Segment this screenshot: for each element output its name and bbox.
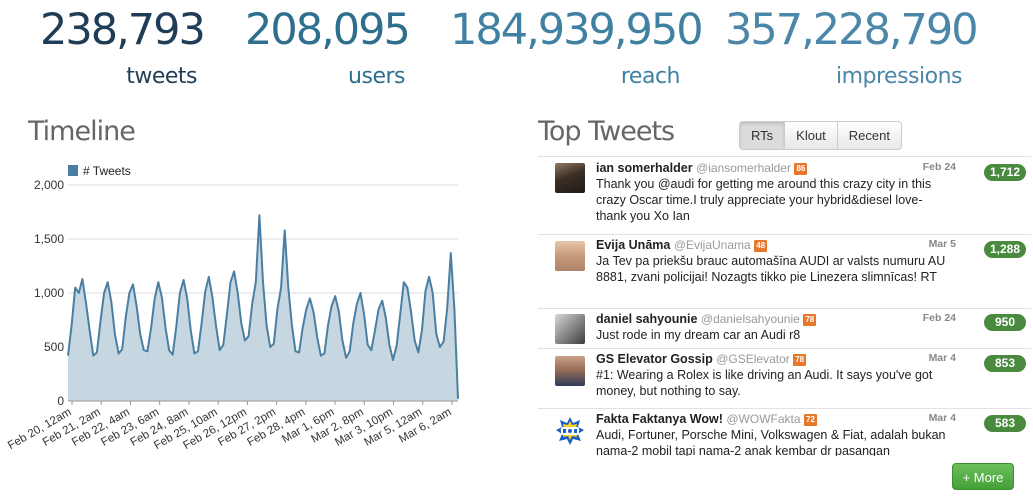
tweet-body: daniel sahyounie @danielsahyounie 78 Jus…	[596, 311, 956, 343]
tweet-item[interactable]: Fakta Faktanya Wow! @WOWFakta 72 Audi, F…	[538, 408, 1031, 456]
top-tweets-title: Top Tweets	[538, 116, 675, 147]
klout-score-badge: 48	[754, 240, 768, 252]
avatar[interactable]	[555, 241, 585, 271]
tweet-author-name[interactable]: Evija Unāma	[596, 238, 671, 252]
tweet-text: Just rode in my dream car an Audi r8	[596, 328, 801, 342]
wow-logo-svg	[556, 417, 584, 445]
tab-rts[interactable]: RTs	[740, 122, 785, 149]
stat-label: reach	[620, 64, 681, 89]
klout-score-badge: 72	[804, 414, 817, 426]
retweet-count-badge: 1,288	[983, 241, 1026, 258]
y-tick-label: 2,000	[34, 178, 64, 192]
tweet-date: Feb 24	[922, 312, 956, 324]
tweet-author-handle[interactable]: @EvijaUnama	[673, 238, 751, 252]
tweet-item[interactable]: GS Elevator Gossip @GSElevator 78 #1: We…	[538, 348, 1031, 408]
stat-reach: 184,939,950 reach	[450, 4, 704, 90]
series-area	[68, 215, 458, 401]
stat-value: 238,793	[40, 5, 206, 55]
retweet-count-badge: 950	[984, 314, 1026, 331]
klout-score-badge: 78	[803, 314, 817, 326]
tab-klout[interactable]: Klout	[784, 122, 837, 149]
tweet-body: GS Elevator Gossip @GSElevator 78 #1: We…	[596, 351, 956, 399]
y-tick-label: 1,500	[34, 232, 64, 246]
klout-score-badge: 78	[793, 354, 807, 366]
tweet-text: #1: Wearing a Rolex is like driving an A…	[596, 368, 933, 398]
tweet-item[interactable]: ian somerhalder @iansomerhalder 86 Thank…	[538, 156, 1031, 234]
klout-score-badge: 86	[794, 163, 808, 175]
legend-label: # Tweets	[83, 164, 131, 178]
tweet-list: ian somerhalder @iansomerhalder 86 Thank…	[538, 156, 1031, 456]
retweet-count-badge: 1,712	[983, 164, 1026, 181]
tweet-date: Mar 4	[928, 412, 956, 424]
avatar[interactable]	[555, 356, 585, 386]
stat-value: 184,939,950	[450, 5, 704, 55]
stat-users: 208,095 users	[245, 4, 411, 90]
tweet-author-name[interactable]: ian somerhalder	[596, 161, 693, 175]
tweet-author-name[interactable]: daniel sahyounie	[596, 312, 698, 326]
stat-tweets: 238,793 tweets	[40, 4, 206, 90]
y-tick-label: 0	[57, 394, 64, 408]
stat-value: 357,228,790	[725, 5, 979, 55]
y-tick-label: 500	[44, 340, 64, 354]
tweet-text: Thank you @audi for getting me around th…	[596, 177, 932, 223]
tweet-author-name[interactable]: Fakta Faktanya Wow!	[596, 412, 723, 426]
tweet-text: Ja Tev pa priekšu brauc automašīna AUDI …	[596, 254, 946, 284]
tweet-date: Mar 5	[928, 238, 956, 250]
legend-swatch	[68, 165, 78, 176]
tweet-body: Fakta Faktanya Wow! @WOWFakta 72 Audi, F…	[596, 411, 956, 456]
tweet-text: Audi, Fortuner, Porsche Mini, Volkswagen…	[596, 428, 946, 456]
y-tick-label: 1,000	[34, 286, 64, 300]
stat-label: users	[348, 64, 405, 89]
tweet-author-handle[interactable]: @iansomerhalder	[696, 161, 791, 175]
tweet-author-handle[interactable]: @GSElevator	[716, 352, 790, 366]
tweet-body: Evija Unāma @EvijaUnama 48 Ja Tev pa pri…	[596, 237, 956, 285]
stat-impressions: 357,228,790 impressions	[725, 4, 979, 90]
tweet-date: Feb 24	[922, 161, 956, 173]
timeline-chart: 2,000 1,500 1,000 500 0 # Tweets Feb 20, 12am F…	[0, 155, 470, 498]
retweet-count-badge: 853	[984, 355, 1026, 372]
stats-bar: 238,793 tweets 208,095 users 184,939,950…	[0, 0, 1033, 100]
tweet-item[interactable]: daniel sahyounie @danielsahyounie 78 Jus…	[538, 308, 1031, 348]
top-tweets-tabs: RTs Klout Recent	[739, 121, 902, 150]
avatar[interactable]	[555, 314, 585, 344]
stat-label: impressions	[835, 64, 963, 89]
tweet-author-name[interactable]: GS Elevator Gossip	[596, 352, 713, 366]
avatar[interactable]	[555, 163, 585, 193]
tweet-body: ian somerhalder @iansomerhalder 86 Thank…	[596, 160, 956, 224]
series-line	[67, 214, 459, 399]
wow-logo-icon[interactable]	[555, 416, 585, 446]
tweet-author-handle[interactable]: @WOWFakta	[726, 412, 801, 426]
stat-label: tweets	[126, 64, 197, 89]
more-button[interactable]: + More	[952, 463, 1014, 490]
retweet-count-badge: 583	[984, 415, 1026, 432]
tweet-item[interactable]: Evija Unāma @EvijaUnama 48 Ja Tev pa pri…	[538, 234, 1031, 308]
tweet-author-handle[interactable]: @danielsahyounie	[700, 312, 800, 326]
tab-recent[interactable]: Recent	[836, 122, 901, 149]
stat-value: 208,095	[245, 5, 411, 55]
timeline-title: Timeline	[28, 116, 136, 147]
tweet-date: Mar 4	[928, 352, 956, 364]
